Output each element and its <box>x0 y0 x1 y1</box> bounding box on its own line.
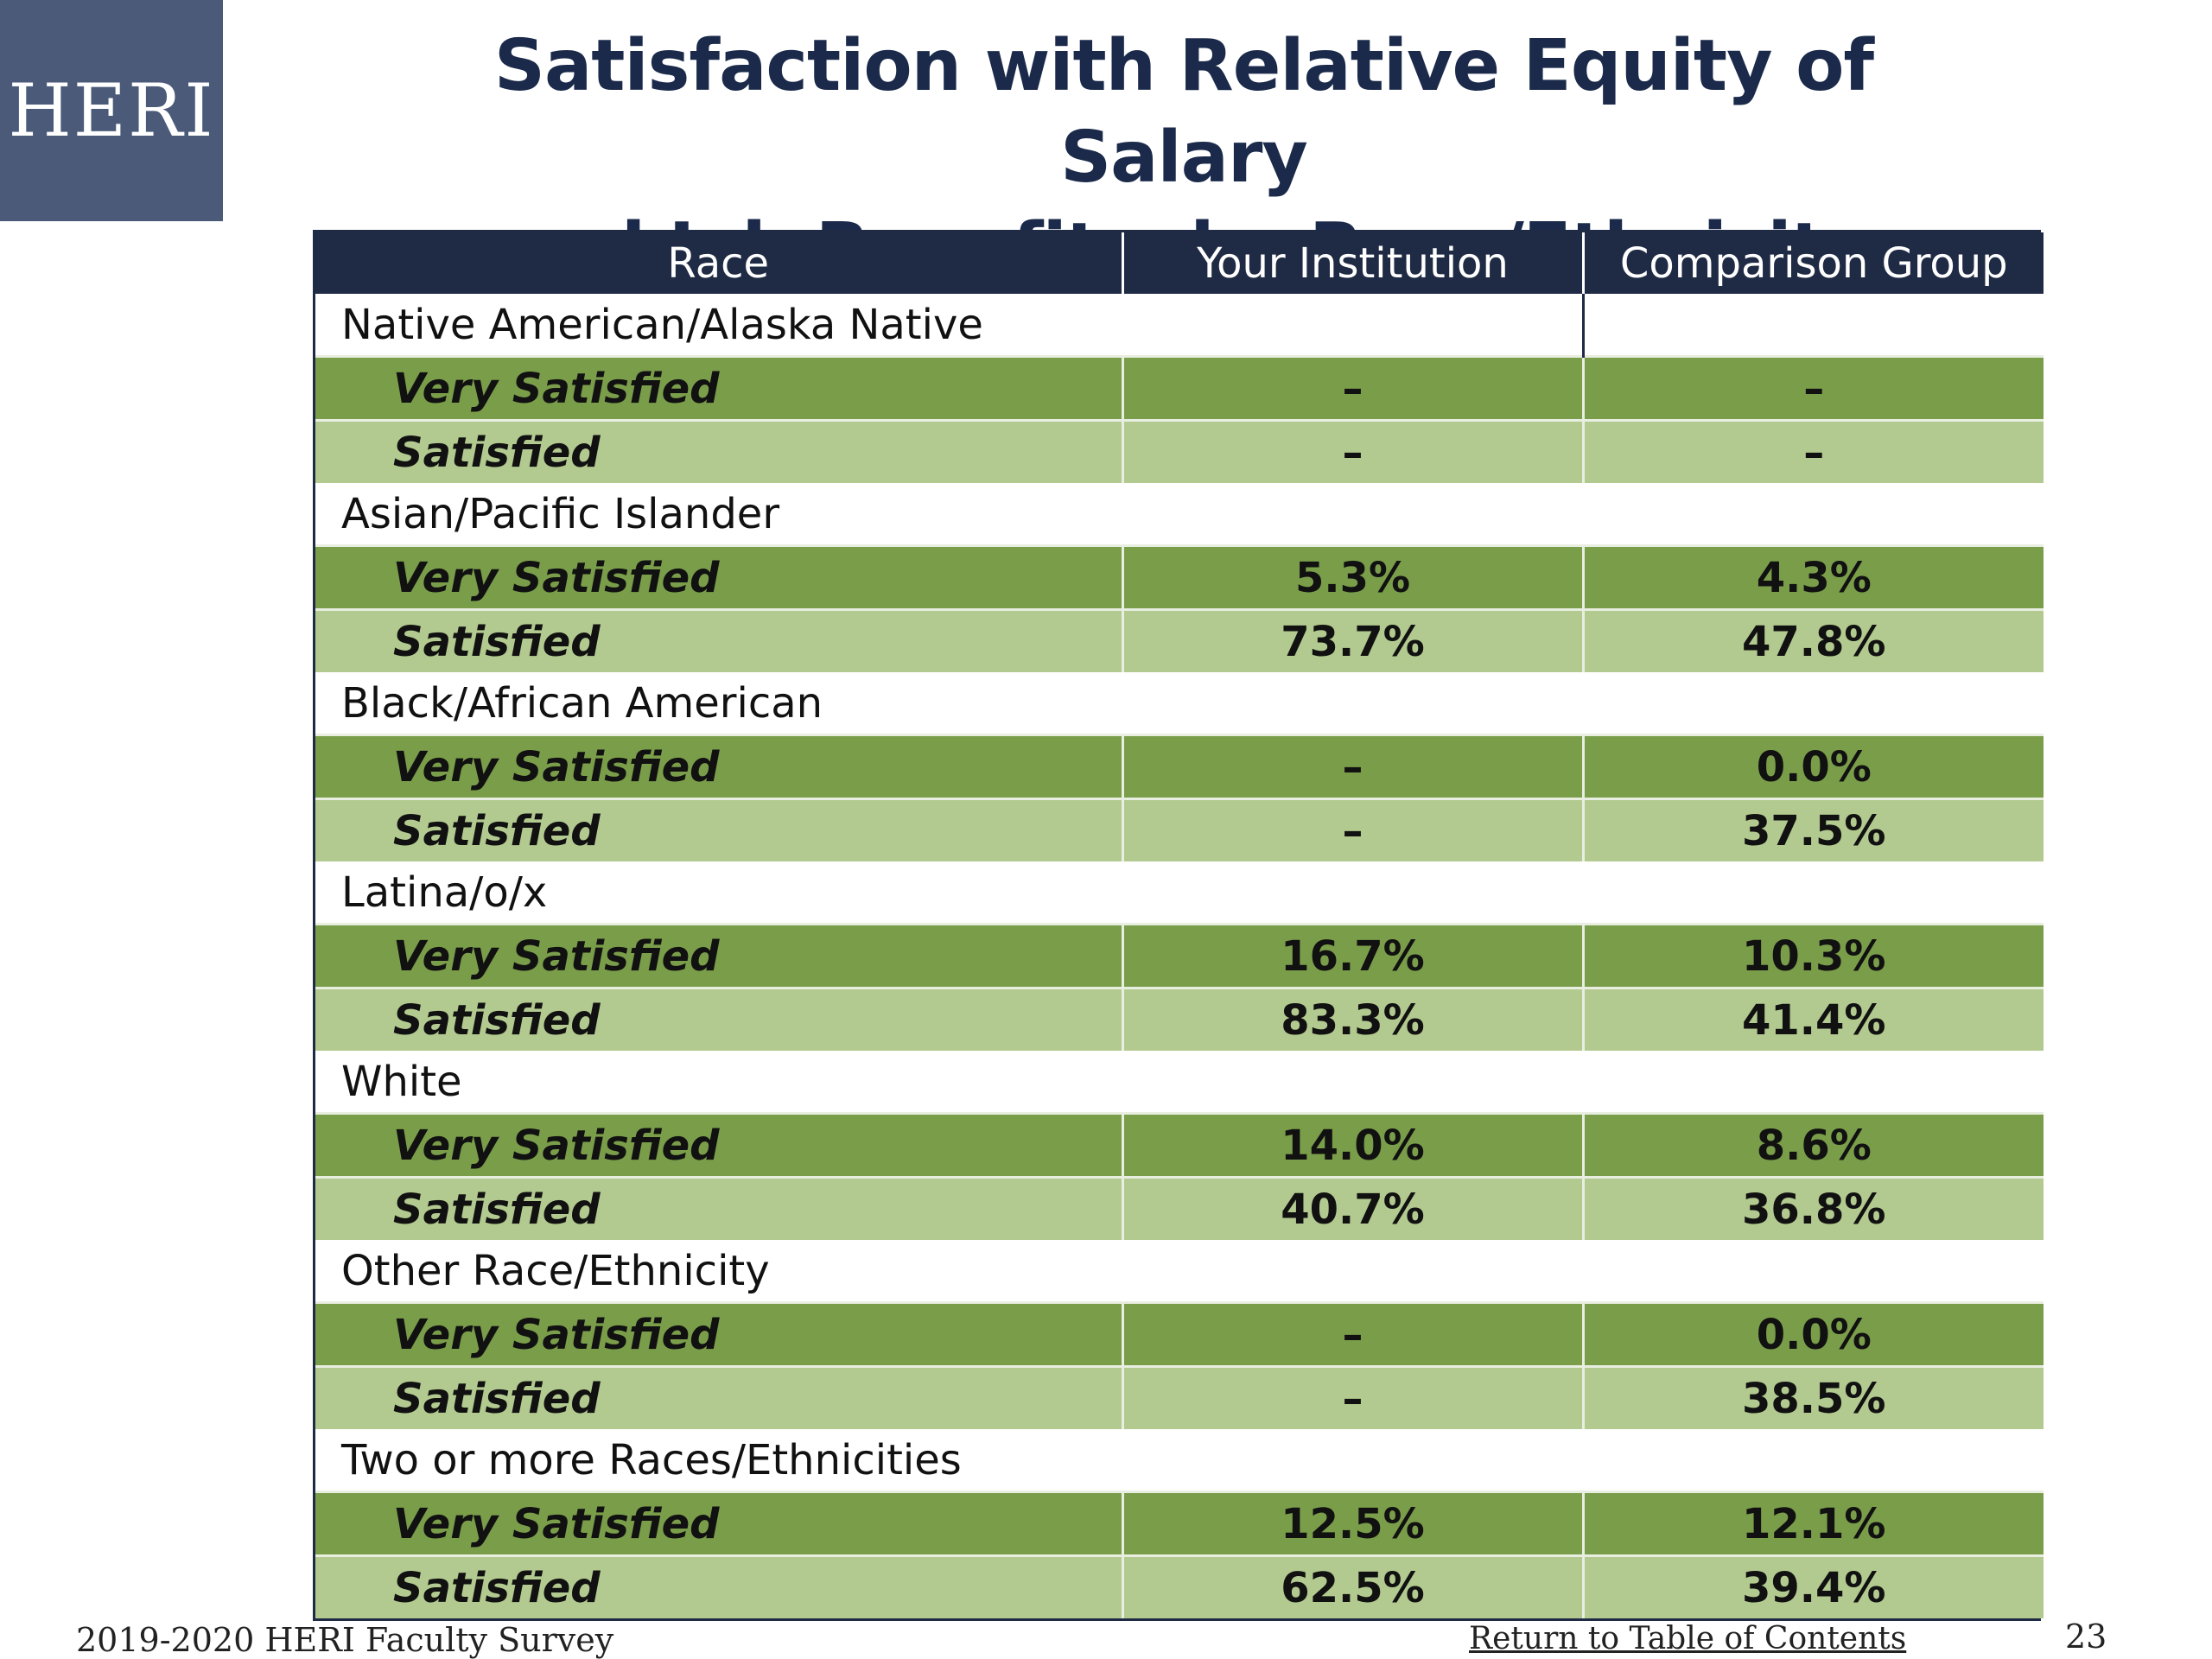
table-row: Very Satisfied – – <box>315 355 2044 421</box>
institution-value: – <box>1122 734 1585 799</box>
institution-value: 12.5% <box>1122 1491 1585 1556</box>
row-label: Very Satisfied <box>315 1112 1124 1178</box>
group-blank-cell <box>1583 1429 2044 1492</box>
institution-value: – <box>1122 419 1585 483</box>
comparison-value: 10.3% <box>1583 923 2044 988</box>
group-blank-cell <box>1583 672 2044 735</box>
table-row: Very Satisfied – 0.0% <box>315 1301 2044 1367</box>
group-name: Latina/o/x <box>315 861 1122 925</box>
survey-footer: 2019-2020 HERI Faculty Survey <box>76 1621 614 1659</box>
group-blank-cell <box>1583 1051 2044 1114</box>
row-label: Satisfied <box>315 1365 1124 1429</box>
table-header-row: Race Your Institution Comparison Group <box>315 232 2044 294</box>
heri-logo: HERI <box>0 0 223 221</box>
row-label: Satisfied <box>315 798 1124 861</box>
group-row: Two or more Races/Ethnicities <box>315 1429 2044 1492</box>
group-blank-cell <box>1583 1240 2044 1303</box>
group-row: Native American/Alaska Native <box>315 294 2044 357</box>
row-label: Very Satisfied <box>315 544 1124 610</box>
table-row: Satisfied 83.3% 41.4% <box>315 987 2044 1051</box>
return-to-toc-link[interactable]: Return to Table of Contents <box>1469 1621 1907 1656</box>
table-row: Satisfied 73.7% 47.8% <box>315 608 2044 672</box>
header-your-institution: Your Institution <box>1122 232 1585 294</box>
comparison-value: 4.3% <box>1583 544 2044 610</box>
comparison-value: 0.0% <box>1583 734 2044 799</box>
table-row: Satisfied – 38.5% <box>315 1365 2044 1429</box>
row-label: Satisfied <box>315 1176 1124 1240</box>
row-label: Very Satisfied <box>315 734 1124 799</box>
institution-value: – <box>1122 798 1585 861</box>
group-name: Two or more Races/Ethnicities <box>315 1429 1122 1492</box>
institution-value: – <box>1122 355 1585 421</box>
satisfaction-table: Race Your Institution Comparison Group N… <box>313 230 2044 1621</box>
group-name: White <box>315 1051 1122 1114</box>
row-label: Very Satisfied <box>315 923 1124 988</box>
group-blank-cell <box>1583 861 2044 925</box>
comparison-value: 36.8% <box>1583 1176 2044 1240</box>
group-name: Black/African American <box>315 672 1122 735</box>
row-label: Satisfied <box>315 419 1124 483</box>
comparison-value: 0.0% <box>1583 1301 2044 1367</box>
row-label: Satisfied <box>315 1554 1124 1618</box>
comparison-value: – <box>1583 419 2044 483</box>
row-label: Satisfied <box>315 608 1124 672</box>
group-blank-cell <box>1122 861 1583 925</box>
row-label: Satisfied <box>315 987 1124 1051</box>
row-label: Very Satisfied <box>315 355 1124 421</box>
row-label: Very Satisfied <box>315 1491 1124 1556</box>
group-name: Other Race/Ethnicity <box>315 1240 1122 1303</box>
group-blank-cell <box>1122 483 1583 546</box>
group-name: Native American/Alaska Native <box>315 294 1122 357</box>
table-row: Very Satisfied 12.5% 12.1% <box>315 1491 2044 1556</box>
group-blank-cell <box>1122 294 1585 357</box>
institution-value: 73.7% <box>1122 608 1585 672</box>
institution-value: 62.5% <box>1122 1554 1585 1618</box>
group-row: Other Race/Ethnicity <box>315 1240 2044 1303</box>
institution-value: 40.7% <box>1122 1176 1585 1240</box>
logo-text: HERI <box>8 68 215 153</box>
title-line-1: Satisfaction with Relative Equity of Sal… <box>493 25 1874 199</box>
group-blank-cell <box>1583 294 2044 357</box>
group-name: Asian/Pacific Islander <box>315 483 1122 546</box>
table-row: Very Satisfied – 0.0% <box>315 734 2044 799</box>
group-blank-cell <box>1122 672 1583 735</box>
comparison-value: 47.8% <box>1583 608 2044 672</box>
group-blank-cell <box>1122 1240 1583 1303</box>
institution-value: 14.0% <box>1122 1112 1585 1178</box>
comparison-value: – <box>1583 355 2044 421</box>
row-label: Very Satisfied <box>315 1301 1124 1367</box>
group-row: Black/African American <box>315 672 2044 735</box>
table-row: Very Satisfied 5.3% 4.3% <box>315 544 2044 610</box>
comparison-value: 41.4% <box>1583 987 2044 1051</box>
table-row: Satisfied 62.5% 39.4% <box>315 1554 2044 1618</box>
comparison-value: 12.1% <box>1583 1491 2044 1556</box>
group-blank-cell <box>1583 483 2044 546</box>
group-blank-cell <box>1122 1429 1583 1492</box>
table-row: Very Satisfied 14.0% 8.6% <box>315 1112 2044 1178</box>
group-row: Asian/Pacific Islander <box>315 483 2044 546</box>
institution-value: 83.3% <box>1122 987 1585 1051</box>
table-row: Satisfied – – <box>315 419 2044 483</box>
comparison-value: 8.6% <box>1583 1112 2044 1178</box>
institution-value: 5.3% <box>1122 544 1585 610</box>
header-comparison-group: Comparison Group <box>1583 232 2044 294</box>
institution-value: – <box>1122 1301 1585 1367</box>
institution-value: 16.7% <box>1122 923 1585 988</box>
table-row: Satisfied 40.7% 36.8% <box>315 1176 2044 1240</box>
table-row: Very Satisfied 16.7% 10.3% <box>315 923 2044 988</box>
comparison-value: 39.4% <box>1583 1554 2044 1618</box>
group-blank-cell <box>1122 1051 1583 1114</box>
comparison-value: 37.5% <box>1583 798 2044 861</box>
page-number: 23 <box>2065 1618 2107 1656</box>
table-row: Satisfied – 37.5% <box>315 798 2044 861</box>
comparison-value: 38.5% <box>1583 1365 2044 1429</box>
header-race: Race <box>315 232 1124 294</box>
group-row: White <box>315 1051 2044 1114</box>
group-row: Latina/o/x <box>315 861 2044 925</box>
institution-value: – <box>1122 1365 1585 1429</box>
